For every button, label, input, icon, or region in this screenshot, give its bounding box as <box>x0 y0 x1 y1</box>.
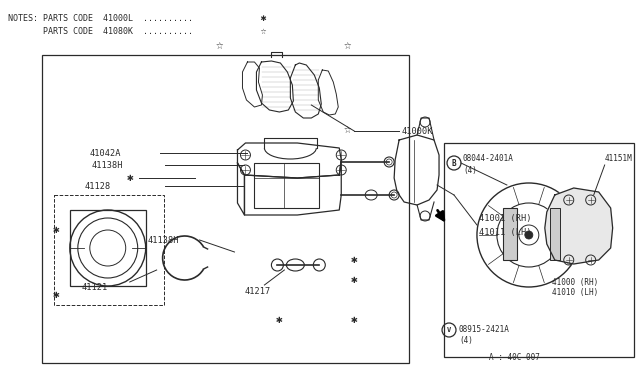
Bar <box>255 163 319 208</box>
Text: 41000 (RH): 41000 (RH) <box>552 278 598 286</box>
Text: 41011 (LH): 41011 (LH) <box>479 228 531 237</box>
Text: 41042A: 41042A <box>90 148 122 157</box>
Text: 41138H: 41138H <box>92 160 124 170</box>
Text: V: V <box>447 327 451 333</box>
Bar <box>54 195 164 305</box>
Text: 41128: 41128 <box>85 182 111 190</box>
Bar <box>503 208 517 260</box>
Text: ☆: ☆ <box>8 26 266 36</box>
Text: 41121: 41121 <box>82 283 108 292</box>
Text: 41000K: 41000K <box>401 126 433 135</box>
Text: ✱: ✱ <box>8 13 266 23</box>
Text: A : 40C 007: A : 40C 007 <box>489 353 540 362</box>
Circle shape <box>525 231 533 239</box>
Text: (4): (4) <box>459 337 473 346</box>
Text: 41010 (LH): 41010 (LH) <box>552 289 598 298</box>
Text: PARTS CODE  41080K  ..........: PARTS CODE 41080K .......... <box>8 26 193 35</box>
Bar <box>70 210 146 286</box>
Text: ☆: ☆ <box>344 124 351 137</box>
Text: ☆: ☆ <box>344 39 351 52</box>
Text: ✱: ✱ <box>351 315 358 325</box>
Text: ✱: ✱ <box>126 173 133 183</box>
Text: 08044-2401A: 08044-2401A <box>463 154 514 163</box>
Text: ✱: ✱ <box>351 255 358 265</box>
Text: 41138H: 41138H <box>148 235 179 244</box>
Text: 08915-2421A: 08915-2421A <box>459 326 510 334</box>
Text: ✱: ✱ <box>52 290 60 300</box>
Text: (4): (4) <box>463 166 477 174</box>
Text: ✱: ✱ <box>351 275 358 285</box>
Polygon shape <box>545 188 612 264</box>
Text: 41151M: 41151M <box>605 154 632 163</box>
Bar <box>550 208 560 260</box>
Text: NOTES: PARTS CODE  41000L  ..........: NOTES: PARTS CODE 41000L .......... <box>8 13 193 22</box>
Text: 41001 (RH): 41001 (RH) <box>479 214 531 222</box>
Text: ✱: ✱ <box>52 225 60 235</box>
Text: 41217: 41217 <box>244 286 271 295</box>
Text: B: B <box>452 158 456 167</box>
Bar <box>444 143 634 357</box>
Text: ✱: ✱ <box>276 315 283 325</box>
Text: ☆: ☆ <box>216 39 223 52</box>
Bar <box>42 55 409 363</box>
